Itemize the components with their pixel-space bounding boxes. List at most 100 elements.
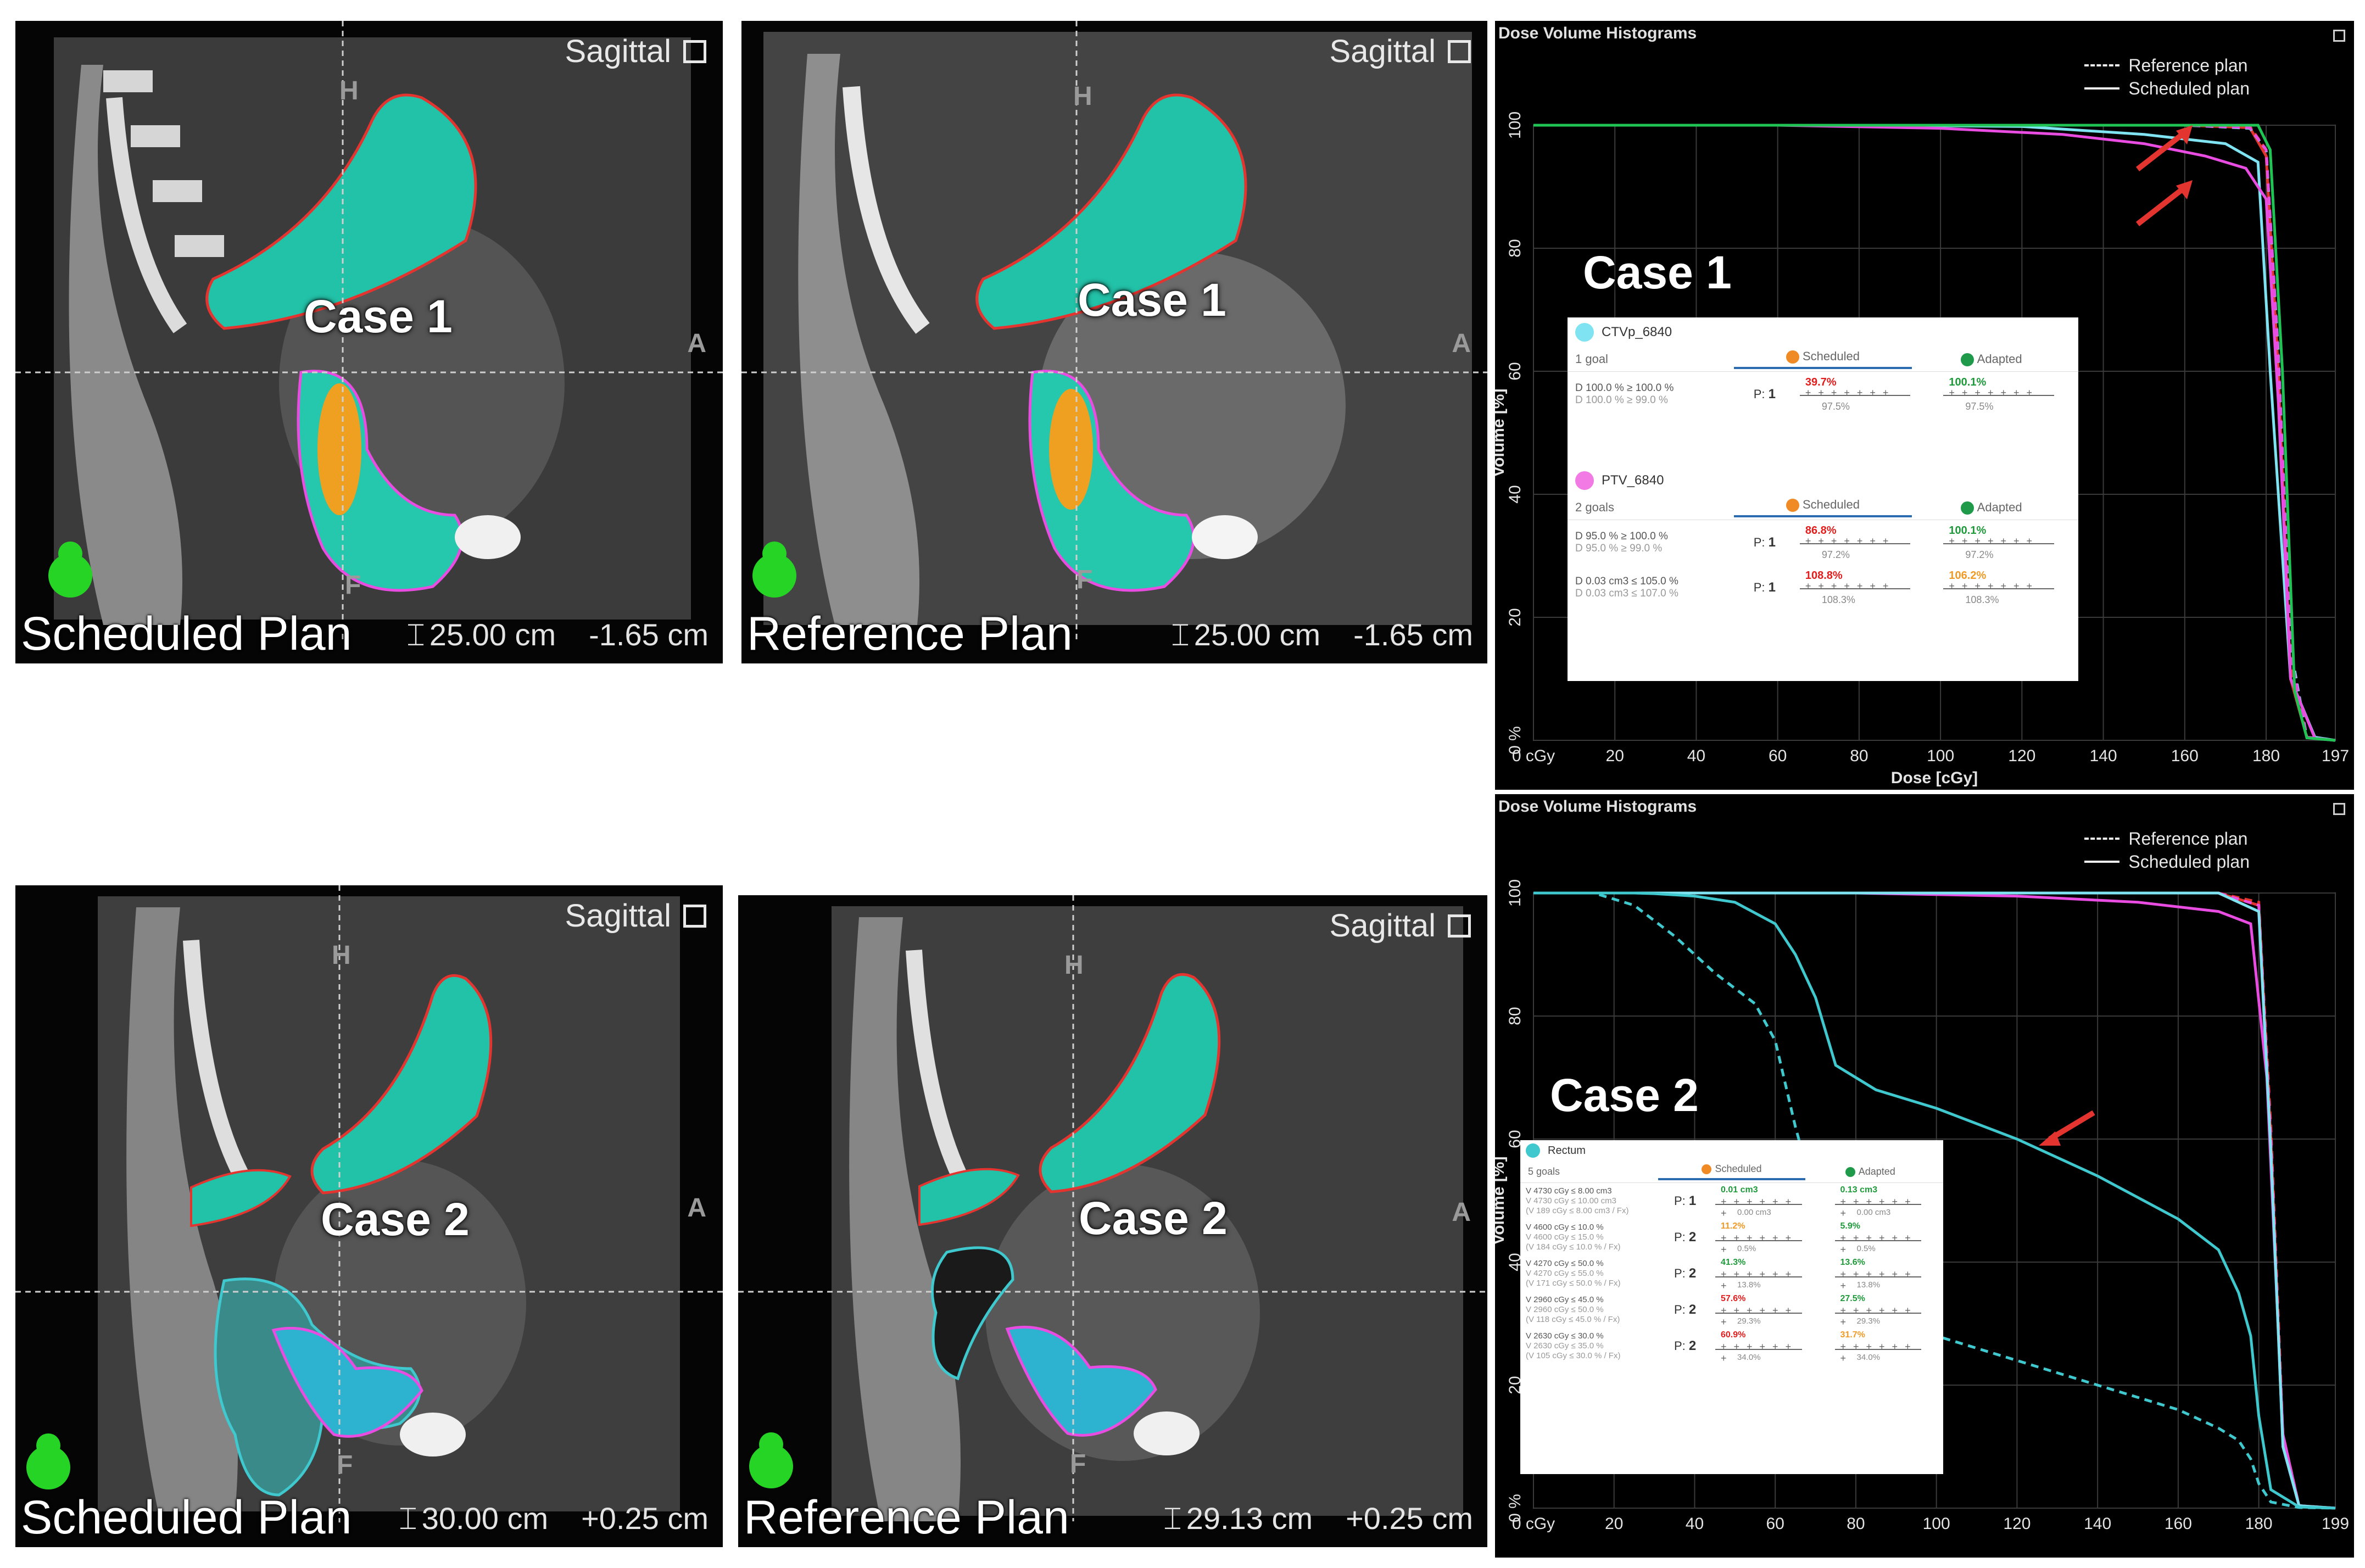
viewport-name: Sagittal bbox=[1329, 908, 1436, 944]
goal-row[interactable]: V 4600 cGy ≤ 10.0 % V 4600 cGy ≤ 15.0 % (V… bbox=[1520, 1219, 1943, 1255]
goal-variation: D 95.0 % ≥ 99.0 % bbox=[1575, 543, 1663, 555]
goal-priority: P: 2 bbox=[1674, 1230, 1697, 1245]
goal-priority: P: 1 bbox=[1674, 1193, 1697, 1208]
clinical-goals-panel-ctv[interactable]: CTVp_6840 1 goal Scheduled Adapted D 100… bbox=[1568, 317, 2078, 466]
scheduled-icon bbox=[1702, 1164, 1712, 1175]
goal-row[interactable]: V 2630 cGy ≤ 30.0 % V 2630 cGy ≤ 35.0 % (V… bbox=[1520, 1328, 1943, 1364]
viewport-orientation-label[interactable]: Sagittal bbox=[565, 33, 706, 70]
y-tick-label: 0 % bbox=[1506, 726, 1524, 755]
orientation-foot: F bbox=[1070, 1449, 1086, 1478]
goal-text: D 100.0 % ≥ 100.0 % bbox=[1575, 382, 1674, 394]
goal-text: D 0.03 cm3 ≤ 105.0 % bbox=[1575, 576, 1678, 588]
maximize-icon[interactable] bbox=[683, 40, 706, 63]
goal-rows: V 4730 cGy ≤ 8.00 cm3 V 4730 cGy ≤ 10.00 … bbox=[1520, 1183, 1943, 1364]
x-tick-label: 197 bbox=[2322, 747, 2349, 765]
x-tick-label: 80 bbox=[1847, 1515, 1865, 1533]
y-tick-label: 80 bbox=[1506, 239, 1524, 257]
goal-variation: D 0.03 cm3 ≤ 107.0 % bbox=[1575, 588, 1678, 600]
goal-row[interactable]: D 95.0 % ≥ 100.0 % D 95.0 % ≥ 99.0 % P: 1… bbox=[1568, 520, 2078, 565]
goal-structure-header[interactable]: CTVp_6840 bbox=[1568, 317, 2078, 347]
goal-row[interactable]: V 4730 cGy ≤ 8.00 cm3 V 4730 cGy ≤ 10.00 … bbox=[1520, 1183, 1943, 1219]
slab-info: 25.00 cm -1.65 cm bbox=[406, 617, 709, 654]
orientation-head: H bbox=[332, 941, 351, 970]
x-tick-label: 40 bbox=[1686, 1515, 1704, 1533]
viewport-orientation-label[interactable]: Sagittal bbox=[565, 897, 706, 934]
goal-count: 2 goals bbox=[1575, 500, 1614, 515]
dvh-panel-case1[interactable]: Dose Volume Histograms 0 cGy 20 40 60 80 100 1… bbox=[1495, 21, 2354, 790]
dvh-panel-case2[interactable]: Dose Volume Histograms 0 cGy 20 40 60 80 100 1… bbox=[1495, 794, 2354, 1558]
case-label: Case 1 bbox=[1078, 274, 1226, 326]
orientation-foot: F bbox=[1076, 565, 1093, 594]
viewport-orientation-label[interactable]: Sagittal bbox=[1330, 33, 1471, 70]
tab-scheduled[interactable]: Scheduled bbox=[1658, 1163, 1805, 1180]
chart-legend: Reference plan Scheduled plan bbox=[2084, 827, 2250, 873]
ct-viewer-case1-reference[interactable]: Sagittal H F A Case 1 Reference Plan 25.… bbox=[741, 21, 1487, 663]
scheduled-icon bbox=[1786, 499, 1799, 512]
ct-viewer-case1-scheduled[interactable]: Sagittal H F A Case 1 Scheduled Plan 25.… bbox=[15, 21, 723, 663]
goal-row[interactable]: V 4270 cGy ≤ 50.0 % V 4270 cGy ≤ 55.0 % (V… bbox=[1520, 1255, 1943, 1292]
goal-structure-header[interactable]: PTV_6840 bbox=[1568, 466, 2078, 495]
goal-variation: V 4270 cGy ≤ 55.0 % bbox=[1526, 1269, 1604, 1278]
ct-viewer-case2-reference[interactable]: Sagittal H F A Case 2 Reference Plan 29.… bbox=[738, 895, 1487, 1547]
tab-scheduled[interactable]: Scheduled bbox=[1733, 349, 1912, 370]
dvh-title: Dose Volume Histograms bbox=[1498, 797, 1697, 816]
case-label: Case 1 bbox=[1583, 247, 1732, 298]
goal-text: V 4270 cGy ≤ 50.0 % bbox=[1526, 1259, 1604, 1268]
slice-offset: +0.25 cm bbox=[581, 1501, 709, 1536]
x-tick-label: 199 bbox=[2322, 1515, 2349, 1533]
goal-text: V 4600 cGy ≤ 10.0 % bbox=[1526, 1223, 1604, 1232]
goal-priority: P: 1 bbox=[1753, 580, 1776, 595]
orientation-head: H bbox=[1073, 82, 1092, 111]
y-tick-label: 100 bbox=[1506, 879, 1524, 907]
clinical-goals-panel-rectum[interactable]: Rectum 5 goals Scheduled Adapted V 4730 … bbox=[1520, 1140, 1943, 1474]
dvh-curve-6 bbox=[1533, 124, 2336, 742]
scheduled-value: 108.8%108.3% bbox=[1783, 570, 1927, 606]
goal-priority: P: 2 bbox=[1674, 1266, 1697, 1281]
tab-adapted[interactable]: Adapted bbox=[1912, 500, 2071, 515]
goal-row[interactable]: D 0.03 cm3 ≤ 105.0 % D 0.03 cm3 ≤ 107.0 %… bbox=[1568, 565, 2078, 610]
goal-row[interactable]: V 2960 cGy ≤ 45.0 % V 2960 cGy ≤ 50.0 % (V… bbox=[1520, 1292, 1943, 1328]
tab-adapted[interactable]: Adapted bbox=[1805, 1166, 1935, 1178]
goal-tabs: 5 goals Scheduled Adapted bbox=[1520, 1161, 1943, 1183]
goal-text: D 95.0 % ≥ 100.0 % bbox=[1575, 531, 1668, 543]
x-tick-label: 180 bbox=[2245, 1515, 2273, 1533]
goal-tabs: 1 goal Scheduled Adapted bbox=[1568, 347, 2078, 372]
maximize-icon[interactable] bbox=[1448, 40, 1471, 63]
viewport-name: Sagittal bbox=[565, 898, 671, 934]
case-label: Case 2 bbox=[1079, 1192, 1228, 1244]
maximize-icon[interactable] bbox=[2333, 30, 2345, 42]
structure-name: CTVp_6840 bbox=[1602, 325, 1672, 339]
ct-sagittal-image bbox=[15, 21, 723, 641]
tab-scheduled[interactable]: Scheduled bbox=[1733, 498, 1912, 518]
goal-per-fraction: (V 118 cGy ≤ 45.0 % / Fx) bbox=[1526, 1315, 1620, 1324]
orientation-head: H bbox=[1064, 951, 1084, 980]
dvh-curve-4 bbox=[1533, 891, 2336, 1510]
structure-name: PTV_6840 bbox=[1602, 473, 1664, 488]
maximize-icon[interactable] bbox=[1448, 914, 1471, 938]
legend-scheduled: Scheduled plan bbox=[2084, 850, 2250, 873]
maximize-icon[interactable] bbox=[2333, 803, 2345, 815]
goal-text: V 2630 cGy ≤ 30.0 % bbox=[1526, 1331, 1604, 1341]
slab-thickness: 29.13 cm bbox=[1163, 1500, 1313, 1537]
x-tick-label: 120 bbox=[2003, 1515, 2031, 1533]
adapted-check-icon bbox=[1845, 1167, 1855, 1178]
maximize-icon[interactable] bbox=[683, 904, 706, 928]
ct-sagittal-image bbox=[15, 885, 723, 1522]
orientation-foot: F bbox=[337, 1450, 353, 1480]
legend-scheduled: Scheduled plan bbox=[2084, 77, 2250, 100]
goal-per-fraction: (V 184 cGy ≤ 10.0 % / Fx) bbox=[1526, 1242, 1621, 1252]
x-tick-label: 80 bbox=[1850, 747, 1868, 765]
clinical-goals-panel-ptv[interactable]: PTV_6840 2 goals Scheduled Adapted D 95.… bbox=[1568, 466, 2078, 681]
ct-viewer-case2-scheduled[interactable]: Sagittal H F A Case 2 Scheduled Plan 30.… bbox=[15, 885, 723, 1547]
x-tick-label: 0 cGy bbox=[1512, 1515, 1555, 1533]
goal-row[interactable]: D 100.0 % ≥ 100.0 % D 100.0 % ≥ 99.0 % P:… bbox=[1568, 372, 2078, 417]
scheduled-value: 11.2%0.5% bbox=[1699, 1221, 1819, 1255]
goal-structure-header[interactable]: Rectum bbox=[1520, 1140, 1943, 1161]
viewport-orientation-label[interactable]: Sagittal bbox=[1330, 907, 1471, 944]
ct-sagittal-image bbox=[738, 895, 1487, 1521]
goal-per-fraction: (V 105 cGy ≤ 30.0 % / Fx) bbox=[1526, 1351, 1621, 1360]
tab-adapted[interactable]: Adapted bbox=[1912, 352, 2071, 367]
goal-per-fraction: (V 171 cGy ≤ 50.0 % / Fx) bbox=[1526, 1279, 1621, 1288]
